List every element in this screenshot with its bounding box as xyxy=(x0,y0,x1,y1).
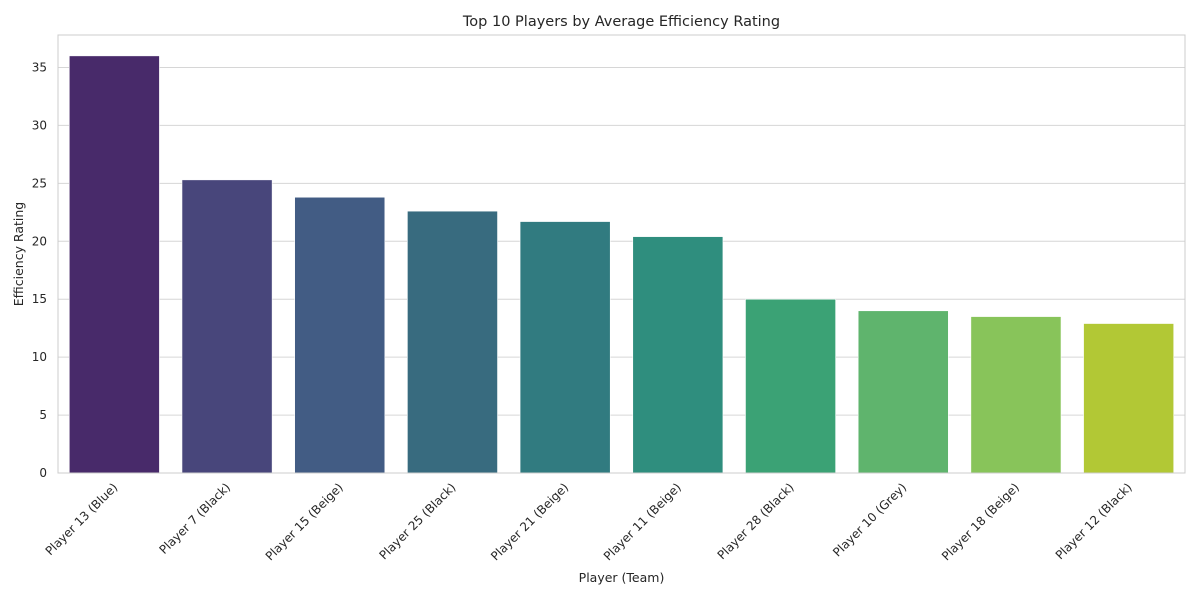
bar xyxy=(857,310,949,474)
bar xyxy=(632,236,724,474)
x-tick-label: Player 21 (Beige) xyxy=(488,480,571,563)
chart-title: Top 10 Players by Average Efficiency Rat… xyxy=(462,14,780,30)
x-tick-label: Player 28 (Black) xyxy=(715,480,797,562)
x-tick-label: Player 12 (Black) xyxy=(1053,480,1135,562)
bar xyxy=(745,298,836,474)
bar xyxy=(68,55,160,474)
bar xyxy=(970,316,1062,474)
bar xyxy=(1083,323,1175,474)
x-tick-label: Player 11 (Beige) xyxy=(601,480,684,563)
y-tick-label: 25 xyxy=(32,176,47,190)
y-tick-label: 15 xyxy=(32,292,47,306)
y-tick-label: 10 xyxy=(32,350,47,364)
bar xyxy=(407,210,498,474)
y-tick-label: 20 xyxy=(32,234,47,248)
y-tick-label: 35 xyxy=(32,60,47,74)
bars xyxy=(68,55,1175,474)
x-axis-label: Player (Team) xyxy=(579,570,665,585)
y-tick-label: 0 xyxy=(39,466,47,480)
x-tick-label: Player 25 (Black) xyxy=(376,480,458,562)
y-tick-label: 30 xyxy=(32,118,47,132)
y-tick-labels: 0 5 10 15 20 25 30 35 xyxy=(32,60,47,480)
x-tick-label: Player 18 (Beige) xyxy=(939,480,1022,563)
bar xyxy=(181,179,273,474)
y-axis-label: Efficiency Rating xyxy=(11,202,26,307)
y-tick-label: 5 xyxy=(39,408,47,422)
bar xyxy=(519,221,611,474)
x-tick-labels: Player 13 (Blue) Player 7 (Black) Player 1… xyxy=(43,480,1135,563)
x-tick-label: Player 13 (Blue) xyxy=(43,480,121,558)
bar xyxy=(294,196,386,474)
plot-frame xyxy=(57,34,1186,474)
x-tick-label: Player 15 (Beige) xyxy=(263,480,346,563)
x-tick-label: Player 10 (Grey) xyxy=(830,480,909,559)
x-tick-label: Player 7 (Black) xyxy=(156,480,233,557)
